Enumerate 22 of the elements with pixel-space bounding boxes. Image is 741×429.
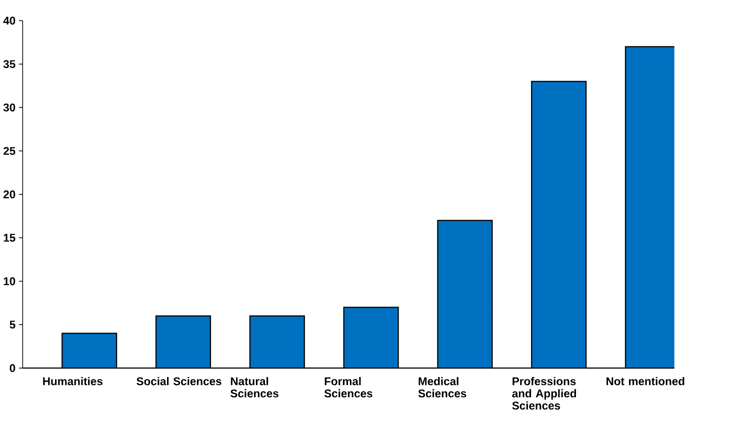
x-tick-label: Not mentioned: [606, 376, 684, 386]
x-tick-label: Formal Sciences: [324, 376, 372, 398]
y-tick-label: 20: [4, 190, 16, 198]
y-tick-label: 30: [3, 103, 16, 112]
y-tick-label: 5: [10, 320, 16, 329]
bar: [344, 307, 398, 368]
x-tick-label: Humanities: [43, 376, 102, 386]
x-tick-label: Professions and Applied Sciences: [512, 376, 576, 410]
y-tick-label: 40: [3, 16, 16, 25]
y-tick-label: 10: [4, 277, 16, 286]
bar: [62, 333, 117, 368]
y-tick-label: 35: [3, 60, 16, 68]
x-tick-label: Natural Sciences: [230, 376, 278, 398]
y-tick-label: 25: [4, 146, 16, 155]
bar: [250, 316, 304, 368]
y-tick-label: 15: [4, 234, 16, 242]
x-tick-label: Social Sciences: [136, 376, 222, 386]
bar: [532, 81, 586, 368]
bar: [438, 220, 492, 368]
x-tick-label: Medical Sciences: [418, 376, 466, 398]
y-tick-label: 0: [10, 364, 16, 372]
bar: [156, 316, 210, 368]
